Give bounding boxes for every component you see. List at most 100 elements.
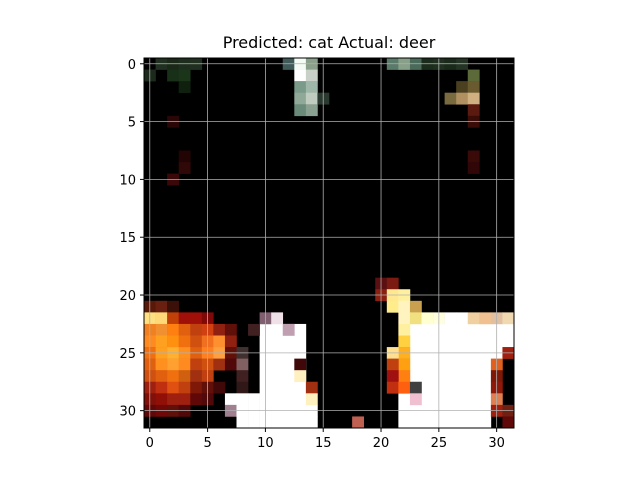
image-pixel <box>305 81 318 93</box>
image-region <box>409 323 492 429</box>
x-tick-label: 25 <box>431 436 448 451</box>
image-pixel <box>236 381 249 394</box>
y-tick-label: 30 <box>119 405 136 420</box>
image-pixel <box>167 69 179 82</box>
image-pixel <box>155 300 168 313</box>
image-pixel <box>178 335 191 348</box>
image-pixel <box>190 335 203 348</box>
image-pixel <box>155 312 168 325</box>
image-pixel <box>398 370 411 383</box>
image-pixel <box>467 150 480 163</box>
x-tick-label: 15 <box>315 436 332 451</box>
image-pixel <box>467 162 480 174</box>
image-pixel <box>178 358 191 371</box>
y-tick-label: 25 <box>119 347 136 362</box>
chart-title: Predicted: cat Actual: deer <box>223 33 436 52</box>
image-pixel <box>409 300 422 313</box>
image-pixel <box>224 335 237 348</box>
image-pixel <box>167 370 179 383</box>
image-pixel <box>398 300 411 313</box>
image-pixel <box>213 323 226 336</box>
x-tick-label: 5 <box>203 436 211 451</box>
image-pixel <box>248 323 260 336</box>
image-pixel <box>213 335 226 348</box>
image-pixel <box>502 416 515 429</box>
x-axis: 0 5 10 15 20 25 30 <box>146 428 505 451</box>
image-pixel <box>386 381 399 394</box>
image-pixel <box>305 393 318 406</box>
image-pixel <box>479 312 492 325</box>
image-pixel <box>236 358 249 371</box>
image-pixel <box>294 104 307 117</box>
image-pixel <box>271 416 284 429</box>
image-pixel <box>294 92 307 105</box>
image-pixel <box>305 381 318 394</box>
image-pixel <box>456 312 469 325</box>
image-pixel <box>444 312 457 325</box>
image-pixel <box>190 393 203 406</box>
grid-layer <box>144 58 514 428</box>
x-tick-label: 30 <box>488 436 505 451</box>
image-pixel <box>456 92 469 105</box>
image-pixel <box>271 312 284 325</box>
image-layer <box>144 58 515 429</box>
image-pixel <box>190 381 203 394</box>
image-pixel <box>178 393 191 406</box>
image-pixel <box>155 381 168 394</box>
image-pixel <box>305 416 318 429</box>
image-pixel <box>294 81 307 93</box>
y-axis: 0 5 10 15 20 25 30 <box>119 58 144 420</box>
image-pixel <box>386 358 399 371</box>
image-pixel <box>305 69 318 82</box>
image-pixel <box>190 358 203 371</box>
image-pixel <box>467 69 480 82</box>
image-pixel <box>155 335 168 348</box>
image-pixel <box>178 381 191 394</box>
image-pixel <box>502 312 515 325</box>
image-pixel <box>178 150 191 163</box>
image-pixel <box>167 335 179 348</box>
image-pixel <box>467 104 480 117</box>
image-pixel <box>467 81 480 93</box>
image-pixel <box>282 416 295 429</box>
image-pixel <box>421 312 434 325</box>
image-pixel <box>305 104 318 117</box>
image-pixel <box>178 370 191 383</box>
image-pixel <box>167 358 179 371</box>
image-pixel <box>236 416 249 429</box>
image-pixel <box>155 358 168 371</box>
image-pixel <box>167 312 179 325</box>
image-pixel <box>236 370 249 383</box>
image-pixel <box>386 300 399 313</box>
image-pixel <box>178 69 191 82</box>
y-tick-label: 0 <box>128 58 136 73</box>
y-tick-label: 20 <box>119 289 136 304</box>
image-pixel <box>398 358 411 371</box>
image-pixel <box>398 323 411 336</box>
image-pixel <box>282 323 295 336</box>
image-pixel <box>224 323 237 336</box>
image-pixel <box>456 81 469 93</box>
image-pixel <box>386 277 399 290</box>
image-pixel <box>190 370 203 383</box>
image-pixel <box>155 393 168 406</box>
image-pixel <box>178 312 191 325</box>
y-tick-label: 15 <box>119 231 136 246</box>
image-pixel <box>224 393 237 406</box>
x-tick-label: 20 <box>373 436 390 451</box>
image-pixel <box>444 92 457 105</box>
image-pixel <box>167 300 179 313</box>
x-tick-label: 10 <box>257 436 274 451</box>
image-pixel <box>409 381 422 394</box>
y-tick-label: 10 <box>119 173 136 188</box>
image-pixel <box>398 381 411 394</box>
image-pixel <box>294 358 307 371</box>
image-pixel <box>386 370 399 383</box>
image-pixel <box>178 323 191 336</box>
axes-frame <box>143 57 515 429</box>
image-pixel <box>294 416 307 429</box>
image-pixel <box>178 81 191 93</box>
image-pixel <box>155 323 168 336</box>
image-pixel <box>398 312 411 325</box>
